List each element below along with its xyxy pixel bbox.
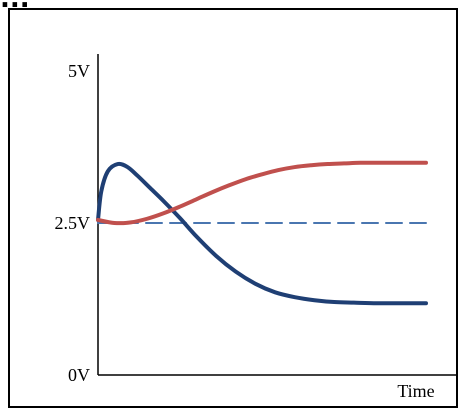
ticks-layer: 5V 2.5V 0V xyxy=(55,61,91,385)
y-tick-label: 5V xyxy=(68,61,90,81)
series-line-blue xyxy=(96,161,428,306)
labels-layer: Time xyxy=(397,381,434,401)
x-axis-label: Time xyxy=(397,381,434,401)
series-line-red xyxy=(96,160,428,226)
series-layer xyxy=(96,160,428,306)
axes-layer xyxy=(97,54,456,376)
y-tick-label: 2.5V xyxy=(55,213,91,233)
chart-frame: 5V 2.5V 0V Time xyxy=(8,8,458,408)
y-tick-label: 0V xyxy=(68,365,90,385)
chart-svg: 5V 2.5V 0V Time xyxy=(55,54,456,401)
